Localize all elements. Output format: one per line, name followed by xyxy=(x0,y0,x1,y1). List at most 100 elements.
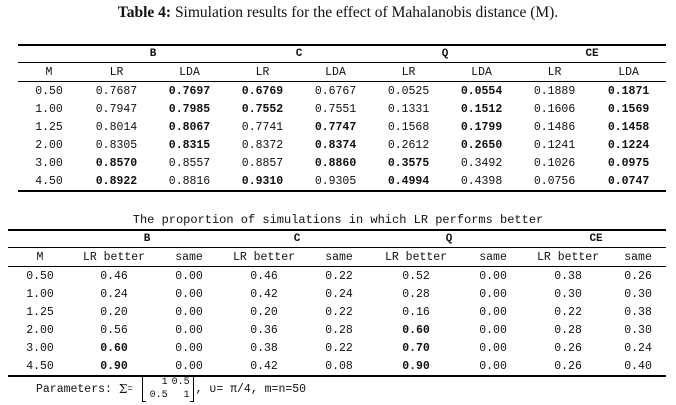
sigma-symbol: Σ xyxy=(118,382,128,396)
table-cell: 0.1799 xyxy=(460,120,503,134)
table-cell: 0.60 xyxy=(100,341,128,355)
table-cell: 0.24 xyxy=(325,287,353,301)
table-cell: 0.42 xyxy=(250,359,278,373)
table-cell: 0.16 xyxy=(402,305,430,319)
table-cell: 0.8374 xyxy=(314,138,357,152)
column-header: LR xyxy=(255,65,270,79)
table-cell: 0.1569 xyxy=(607,102,650,116)
column-header: LDA xyxy=(179,65,200,79)
matrix-cell: 1 xyxy=(161,377,168,388)
table-cell: 0.1486 xyxy=(533,120,576,134)
group-header-row: B C Q CE xyxy=(8,230,667,248)
table-cell: 0.00 xyxy=(175,305,203,319)
column-header-row: M LR better same LR better same LR better same… xyxy=(8,247,667,267)
table-cell: 0.00 xyxy=(175,359,203,373)
table-cell: 0.38 xyxy=(250,341,278,355)
row-label: 4.50 xyxy=(26,359,54,373)
table-cell: 0.00 xyxy=(175,323,203,337)
table-cell: 0.1889 xyxy=(533,84,576,98)
column-header: LR better xyxy=(384,250,448,264)
table-title-label: Table 4: xyxy=(117,4,172,21)
table-cell: 0.46 xyxy=(100,269,128,283)
group-header-row: B C Q CE xyxy=(18,45,667,63)
table-cell: 0.4994 xyxy=(387,174,430,188)
table-row: 0.50 0.7687 0.7697 0.6769 0.6767 0.0525 0.0554… xyxy=(18,81,667,101)
table-cell: 0.20 xyxy=(250,305,278,319)
table-cell: 0.8557 xyxy=(168,156,211,170)
table-cell: 0.90 xyxy=(100,359,128,373)
row-label: 2.00 xyxy=(26,323,54,337)
parameters-label: Parameters: xyxy=(36,383,112,397)
column-header: LR xyxy=(109,65,124,79)
table-cell: 0.00 xyxy=(479,341,507,355)
results-table-body: M LR LDA LR LDA LR LDA LR LDA 0.50 0.7687 0.7697 0.6… xyxy=(18,62,667,191)
row-label: 1.25 xyxy=(26,305,54,319)
table-cell: 0.7687 xyxy=(95,84,138,98)
table-cell: 0.3575 xyxy=(387,156,430,170)
table-cell: 0.70 xyxy=(402,341,430,355)
table-cell: 0.8922 xyxy=(95,174,138,188)
table-cell: 0.46 xyxy=(250,269,278,283)
table-cell: 0.8315 xyxy=(168,138,211,152)
table-row: 1.00 0.7947 0.7985 0.7552 0.7551 0.1331 0.1512… xyxy=(18,100,666,118)
table-cell: 0.08 xyxy=(325,359,353,373)
table-cell: 0.22 xyxy=(554,305,582,319)
table-cell: 0.8857 xyxy=(241,156,284,170)
table-cell: 0.7552 xyxy=(241,102,284,116)
column-header: same xyxy=(479,250,507,264)
column-header: LDA xyxy=(618,65,639,79)
table-cell: 0.00 xyxy=(175,287,203,301)
row-label: 1.25 xyxy=(35,120,63,134)
table-cell: 0.38 xyxy=(554,269,582,283)
table-cell: 0.38 xyxy=(624,305,652,319)
table-cell: 0.26 xyxy=(554,359,582,373)
table-cell: 0.1606 xyxy=(533,102,576,116)
proportion-table-body: M LR better same LR better same LR better same… xyxy=(8,247,667,376)
table-cell: 0.7551 xyxy=(314,102,357,116)
column-header: LR better xyxy=(536,250,600,264)
table-cell: 0.1568 xyxy=(387,120,430,134)
column-header: same xyxy=(624,250,652,264)
table-cell: 0.52 xyxy=(402,269,430,283)
table-row: 4.50 0.90 0.00 0.42 0.08 0.90 0.00 0.26 0.40 xyxy=(8,357,667,376)
table-cell: 0.0975 xyxy=(607,156,650,170)
table-cell: 0.30 xyxy=(624,323,652,337)
parameters-rest: , υ= π/4, m=n=50 xyxy=(195,383,307,397)
table-cell: 0.2612 xyxy=(387,138,430,152)
table-cell: 0.6769 xyxy=(241,84,284,98)
row-label: 0.50 xyxy=(26,269,54,283)
table-cell: 0.1512 xyxy=(460,102,503,116)
table-row: 1.25 0.8014 0.8067 0.7741 0.7747 0.1568 0.1799… xyxy=(18,118,666,136)
group-header: B xyxy=(143,233,151,245)
table-cell: 0.8860 xyxy=(314,156,357,170)
group-header: C xyxy=(293,233,301,245)
row-label: 4.50 xyxy=(35,174,63,188)
table-cell: 0.6767 xyxy=(314,84,357,98)
table-cell: 0.22 xyxy=(325,341,353,355)
row-label: 2.00 xyxy=(35,138,63,152)
table-row: 2.00 0.8305 0.8315 0.8372 0.8374 0.2612 0.2650… xyxy=(18,136,666,154)
table-cell: 0.0525 xyxy=(387,84,430,98)
table-cell: 0.8305 xyxy=(95,138,138,152)
table-cell: 0.2650 xyxy=(460,138,503,152)
table-cell: 0.24 xyxy=(624,341,652,355)
table-cell: 0.4398 xyxy=(460,174,503,188)
table-title: Table 4: Simulation results for the effe… xyxy=(0,4,676,22)
table-cell: 0.60 xyxy=(402,323,430,337)
table-cell: 0.00 xyxy=(479,359,507,373)
row-label: 0.50 xyxy=(35,84,63,98)
table-cell: 0.8014 xyxy=(95,120,138,134)
table-row: 1.25 0.20 0.00 0.20 0.22 0.16 0.00 0.22 0.38 xyxy=(8,303,666,321)
table-row: 3.00 0.8570 0.8557 0.8857 0.8860 0.3575 0.3492… xyxy=(18,154,666,172)
table-cell: 0.7985 xyxy=(168,102,211,116)
column-header: LR xyxy=(547,65,562,79)
column-header: M xyxy=(45,65,53,79)
group-header: Q xyxy=(441,48,449,60)
table-cell: 0.22 xyxy=(325,305,353,319)
table-row: 2.00 0.56 0.00 0.36 0.28 0.60 0.00 0.28 0.30 xyxy=(8,321,666,339)
table-cell: 0.1026 xyxy=(533,156,576,170)
table-cell: 0.9305 xyxy=(314,174,357,188)
table-cell: 0.1871 xyxy=(607,84,650,98)
table-cell: 0.9310 xyxy=(241,174,284,188)
group-header: C xyxy=(295,48,303,60)
